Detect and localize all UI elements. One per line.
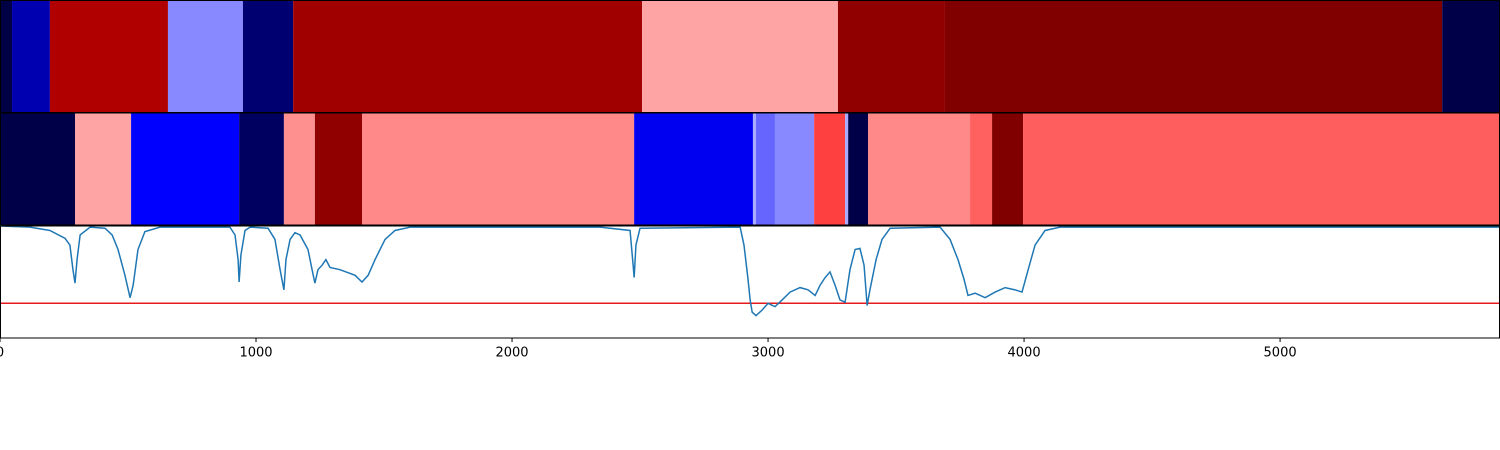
- x-tick-label: 2000: [495, 346, 528, 361]
- segment: [774, 113, 815, 225]
- segment: [970, 113, 993, 225]
- segment: [362, 113, 635, 225]
- segment: [642, 0, 838, 113]
- x-tick-label: 1000: [239, 346, 272, 361]
- segment: [944, 0, 1443, 113]
- segment: [848, 113, 869, 225]
- segment: [75, 113, 132, 225]
- segment: [814, 113, 846, 225]
- x-tick-label: 0: [0, 346, 4, 361]
- segment: [992, 113, 1024, 225]
- segment: [868, 113, 971, 225]
- segment: [293, 0, 643, 113]
- segment: [239, 113, 284, 225]
- segment: [167, 0, 243, 113]
- x-tick-label: 5000: [1264, 346, 1297, 361]
- segment: [242, 0, 294, 113]
- segment: [756, 113, 775, 225]
- segment: [752, 113, 757, 225]
- x-tick-label: 3000: [752, 346, 785, 361]
- segment: [1442, 0, 1500, 113]
- data-line: [0, 225, 1500, 317]
- segment: [314, 113, 363, 225]
- x-tick-label: 4000: [1008, 346, 1041, 361]
- segment: [634, 113, 753, 225]
- segment: [0, 113, 76, 225]
- segment: [12, 0, 50, 113]
- segment: [49, 0, 168, 113]
- segment: [283, 113, 315, 225]
- segment: [845, 113, 849, 225]
- segment: [837, 0, 945, 113]
- segment: [1023, 113, 1500, 225]
- segment: [131, 113, 240, 225]
- segment: [0, 0, 13, 113]
